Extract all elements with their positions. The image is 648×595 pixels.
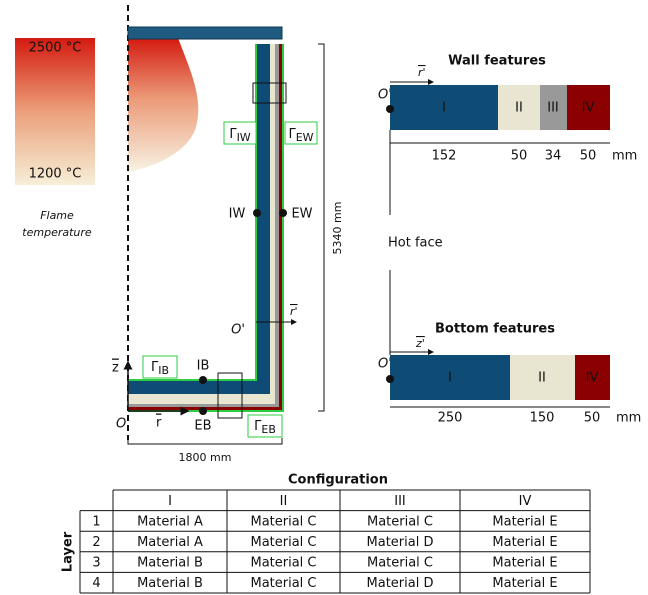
axis-label: r' [290,305,298,318]
hot-face-label: Hot face [388,236,443,251]
layer-label: IV [582,101,595,116]
column-header: II [280,494,288,509]
table-cell: Material E [492,514,557,529]
origin-label: O' [378,357,392,372]
legend-min: 1200 °C [29,167,82,182]
table-cell: Material C [250,535,316,550]
row-number: 1 [92,514,100,529]
column-header: III [394,494,406,509]
table-cell: Material E [492,556,557,571]
bottom-layer-1 [128,380,270,394]
bottom-layer-2 [128,394,275,404]
thickness: 34 [545,149,562,164]
point-label: IW [229,207,246,222]
thickness: 250 [438,411,463,426]
thickness: 50 [584,411,601,426]
row-header: Layer [61,531,76,572]
table-cell: Material C [367,514,433,529]
layer-label: I [448,371,452,386]
axis-label: z [112,361,119,376]
thickness: 50 [511,149,528,164]
flame [128,38,198,172]
table-cell: Material C [250,556,316,571]
dimension-line [128,438,282,444]
table-cell: Material C [250,576,316,591]
point-label: IB [197,359,210,374]
point-label: EB [194,419,211,434]
table-cell: Material A [137,514,203,529]
layer-label: II [515,101,523,116]
table-title: Configuration [288,473,388,488]
table-cell: Material E [492,535,557,550]
probe-point [199,407,207,415]
layer-label: IV [586,371,599,386]
point-label: EW [291,207,312,222]
origin-label: O [116,417,126,432]
origin-label: O' [378,88,392,103]
wall-layer-1 [256,44,270,394]
table-cell: Material C [367,556,433,571]
thickness: 152 [432,149,457,164]
axis-label: r [156,416,162,431]
thickness: 50 [580,149,597,164]
row-number: 4 [92,576,100,591]
probe-point [199,376,207,384]
axis-label: z' [415,337,425,350]
row-number: 3 [92,556,100,571]
wall-title: Wall features [448,54,546,69]
wall-layer-4 [279,44,282,410]
hot-face-point [386,105,394,113]
table-cell: Material D [367,535,434,550]
table-cell: Material B [137,576,203,591]
wall-layer-3 [275,44,279,410]
legend-caption: Flame [40,209,74,222]
wall-layer-2 [270,44,275,394]
column-header: IV [519,494,532,509]
row-number: 2 [92,535,100,550]
legend-max: 2500 °C [29,41,82,56]
probe-point [279,209,287,217]
temperature-scale [15,38,95,185]
unit: mm [616,411,641,426]
width-label: 1800 mm [179,451,232,464]
probe-point [253,209,261,217]
origin-label: O' [231,323,245,338]
unit: mm [612,149,637,164]
table-cell: Material D [367,576,434,591]
bottom-title: Bottom features [435,322,555,337]
layer-label: I [442,101,446,116]
column-header: I [168,494,172,509]
dimension-line [318,44,324,411]
table-cell: Material C [250,514,316,529]
table-cell: Material B [137,556,203,571]
table-cell: Material A [137,535,203,550]
bottom-layer-3 [128,404,279,407]
height-label: 5340 mm [331,202,344,255]
axis-label: r' [418,66,426,79]
figure: 2500 °C 1200 °C Flame temperature ΓIW ΓE… [0,0,648,595]
legend-caption: temperature [22,226,92,239]
roof [128,27,282,39]
thickness: 150 [530,411,555,426]
layer-label: II [538,371,546,386]
layer-label: III [547,101,559,116]
hot-face-point [386,375,394,383]
table-cell: Material E [492,576,557,591]
